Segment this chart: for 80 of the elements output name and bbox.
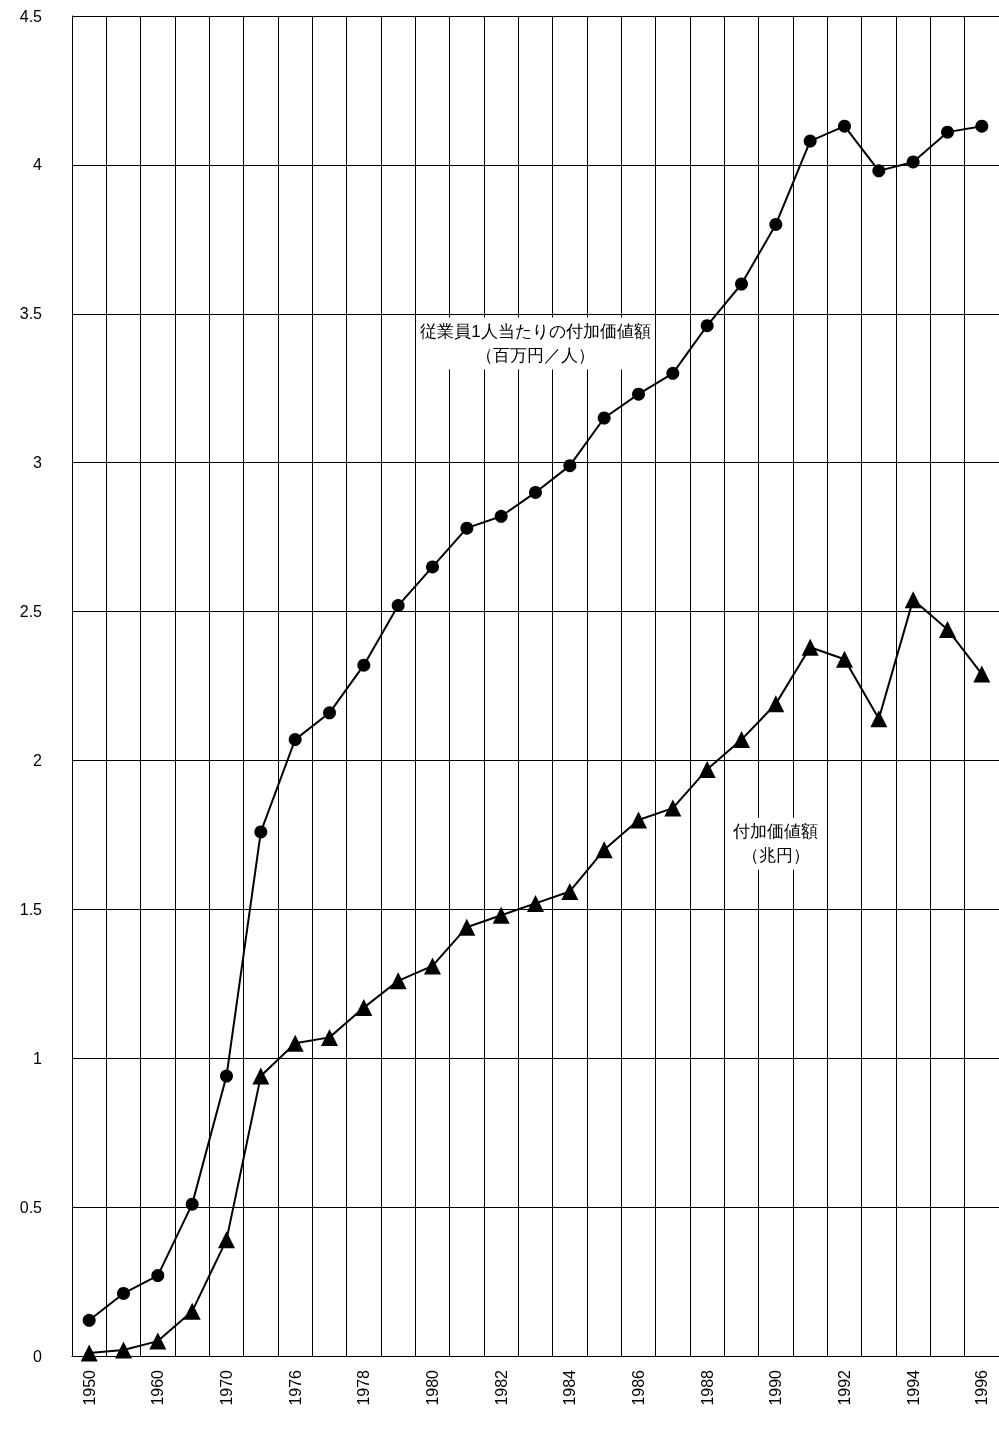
point (527, 894, 544, 912)
point (389, 972, 407, 990)
point (941, 125, 954, 139)
point (220, 1069, 233, 1083)
x-tick-label: 1978 (355, 1369, 373, 1406)
x-tick-label: 1980 (424, 1369, 441, 1406)
point (767, 695, 785, 713)
point (836, 650, 853, 668)
point (149, 1332, 167, 1350)
point (492, 906, 510, 924)
point (700, 319, 714, 333)
point (494, 509, 508, 523)
point (183, 1302, 201, 1320)
point (82, 1313, 96, 1327)
point (595, 841, 613, 859)
point (698, 760, 716, 778)
text: 付加価値額（兆円） (732, 822, 819, 866)
point (973, 665, 991, 683)
x-tick-label: 1970 (218, 1369, 235, 1406)
y-tick-label: 2.5 (19, 603, 43, 621)
y-tick-label: 0.5 (19, 1198, 43, 1216)
x-tick-label: 1950 (80, 1369, 98, 1406)
y-tick-label: 1 (33, 1049, 43, 1067)
x-tick-label: 1976 (286, 1369, 304, 1406)
point (323, 706, 336, 720)
point (666, 366, 680, 380)
point (870, 710, 888, 728)
x-tick-label: 1982 (492, 1369, 510, 1406)
x-tick-label: 1994 (904, 1369, 922, 1406)
y-tick-label: 3.5 (19, 305, 43, 323)
x-tick-label: 1992 (836, 1369, 853, 1406)
y-tick-label: 2 (33, 751, 43, 769)
point (185, 1197, 199, 1211)
y-tick-label: 4 (33, 156, 43, 174)
point (563, 459, 577, 473)
point (288, 733, 302, 747)
point (218, 1231, 235, 1249)
point (904, 591, 922, 609)
point (872, 164, 886, 178)
point (355, 999, 373, 1017)
point (597, 411, 611, 425)
point (357, 658, 371, 672)
point (733, 731, 750, 749)
x-tick-label: 1960 (149, 1369, 167, 1406)
y-tick-label: 4.5 (19, 7, 43, 25)
point (561, 882, 579, 900)
point (254, 825, 268, 839)
point (838, 119, 851, 133)
x-tick-label: 1990 (767, 1369, 785, 1406)
point (975, 119, 989, 133)
y-tick-label: 0 (33, 1347, 43, 1365)
point (460, 521, 474, 535)
x-tick-label: 1996 (973, 1369, 991, 1406)
point (424, 957, 441, 975)
point (632, 387, 645, 401)
point (286, 1034, 304, 1052)
y-tick-label: 1.5 (19, 900, 43, 918)
point (321, 1028, 338, 1046)
point (117, 1286, 130, 1300)
point (80, 1344, 98, 1362)
series-label: 従業員1人当たりの付加価値額（百万円／人） (420, 322, 651, 366)
point (803, 134, 817, 148)
point (252, 1067, 270, 1085)
y-tick-label: 3 (33, 454, 43, 472)
point (151, 1269, 165, 1283)
point (630, 811, 647, 829)
point (801, 638, 819, 656)
x-tick-label: 1984 (561, 1369, 579, 1406)
point (115, 1341, 132, 1359)
x-tick-label: 1988 (698, 1369, 716, 1406)
point (391, 599, 405, 613)
point (664, 799, 682, 817)
point (769, 217, 783, 231)
point (939, 620, 956, 638)
point (906, 155, 920, 169)
point (426, 560, 439, 574)
x-tick-label: 1986 (630, 1369, 647, 1406)
point (529, 485, 542, 499)
point (735, 277, 748, 291)
point (458, 918, 476, 936)
